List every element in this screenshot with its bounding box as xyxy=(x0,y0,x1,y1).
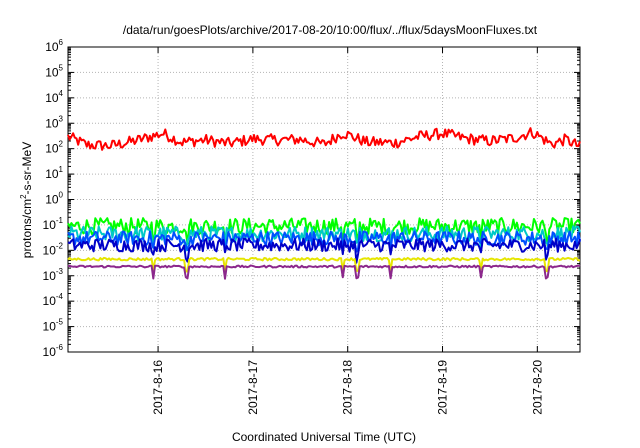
y-tick-label-base: 10 xyxy=(45,40,59,54)
y-tick-label: 106 xyxy=(45,38,63,54)
y-tick-label-base: 10 xyxy=(45,65,59,79)
y-tick-label: 101 xyxy=(45,165,63,181)
y-tick-label-exponent: 6 xyxy=(59,38,64,47)
x-tick-label: 2017-8-20 xyxy=(530,360,544,415)
series-line xyxy=(67,237,581,264)
y-tick-label: 10-1 xyxy=(43,216,64,232)
y-tick-label-base: 10 xyxy=(45,167,59,181)
y-tick-label: 10-3 xyxy=(43,267,64,283)
y-tick-label-base: 10 xyxy=(45,91,59,105)
grid xyxy=(68,47,580,352)
y-tick-label: 10-5 xyxy=(43,318,64,334)
y-tick-label-base: 10 xyxy=(43,218,57,232)
y-tick-label-exponent: -2 xyxy=(56,241,64,250)
y-tick-label-base: 10 xyxy=(45,193,59,207)
y-tick-label-exponent: 1 xyxy=(59,165,64,174)
chart-title: /data/run/goesPlots/archive/2017-08-20/1… xyxy=(123,23,538,37)
y-tick-label-exponent: -1 xyxy=(56,216,64,225)
y-tick-label-exponent: -3 xyxy=(56,267,64,276)
x-tick-label: 2017-8-19 xyxy=(436,360,450,415)
y-tick-label-base: 10 xyxy=(45,142,59,156)
y-tick-label: 100 xyxy=(45,191,63,207)
x-tick-label: 2017-8-17 xyxy=(246,360,260,415)
y-tick-label: 102 xyxy=(45,140,63,156)
y-tick-label: 104 xyxy=(45,89,63,105)
y-tick-label-base: 10 xyxy=(43,294,57,308)
y-tick-label-base: 10 xyxy=(43,345,57,359)
y-tick-label-base: 10 xyxy=(43,269,57,283)
series-line xyxy=(67,127,581,151)
series-line xyxy=(67,264,581,280)
y-tick-label-exponent: 5 xyxy=(59,63,64,72)
y-tick-label: 105 xyxy=(45,63,63,79)
y-tick-label-base: 10 xyxy=(43,243,57,257)
y-axis-label: protons/cm2-s-sr-MeV xyxy=(19,142,34,258)
y-tick-label: 10-4 xyxy=(43,292,64,308)
y-tick-label-exponent: 0 xyxy=(59,191,64,200)
y-tick-label-exponent: -4 xyxy=(56,292,64,301)
y-tick-label-exponent: -5 xyxy=(56,318,64,327)
y-tick-label: 10-2 xyxy=(43,241,64,257)
x-axis: 2017-8-16 2017-8-17 2017-8-18 2017-8-19 2017… xyxy=(151,47,544,415)
y-tick-label-exponent: -6 xyxy=(56,343,64,352)
x-tick-label: 2017-8-18 xyxy=(341,360,355,415)
series-layer xyxy=(67,127,581,280)
y-tick-label-base: 10 xyxy=(45,116,59,130)
y-tick-label-exponent: 2 xyxy=(59,140,64,149)
y-axis-label-rest: -s-sr-MeV xyxy=(20,142,34,195)
y-tick-label: 103 xyxy=(45,114,63,130)
y-tick-label-exponent: 3 xyxy=(59,114,64,123)
x-axis-label: Coordinated Universal Time (UTC) xyxy=(232,430,416,444)
y-tick-label-exponent: 4 xyxy=(59,89,64,98)
series-line xyxy=(67,256,581,273)
x-tick-label: 2017-8-16 xyxy=(151,360,165,415)
y-tick-label: 10-6 xyxy=(43,343,64,359)
y-tick-label-base: 10 xyxy=(43,320,57,334)
y-axis: 10-610-510-410-310-210-11001011021031041… xyxy=(43,38,580,359)
y-axis-label-main: protons/cm xyxy=(20,199,34,258)
y-axis-label-sup: 2 xyxy=(19,194,28,199)
